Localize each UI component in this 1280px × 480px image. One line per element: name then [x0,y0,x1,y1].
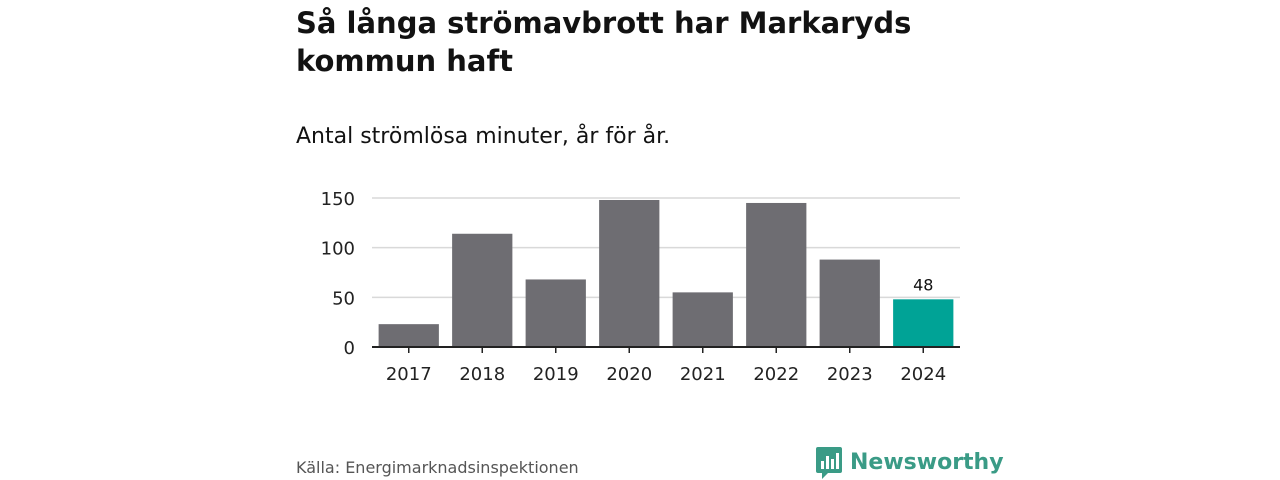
bar [599,199,660,347]
x-tick-label: 2023 [827,364,873,385]
newsworthy-logo-icon [816,447,842,479]
x-tick-label: 2018 [459,364,505,385]
data-label: 48 [913,275,933,294]
chart-title: Så långa strömavbrott har Markaryds komm… [296,6,912,78]
bar [819,259,880,347]
chart-subtitle: Antal strömlösa minuter, år för år. [296,124,671,149]
x-tick-label: 2024 [900,364,946,385]
x-tick-label: 2017 [386,364,432,385]
bar [452,233,513,347]
y-tick-label: 50 [332,288,355,309]
brand-name: Newsworthy [850,450,1004,475]
bar-chart: 0 50 100 150 2017 2018 2019 2020 2021 2022 2023 202… [321,189,960,385]
brand-logo: Newsworthy [814,446,1004,480]
y-tick-label: 100 [321,239,355,260]
x-tick-label: 2022 [753,364,799,385]
bar [672,292,733,347]
x-tick-label: 2021 [680,364,726,385]
bar [893,299,954,347]
bar [746,202,807,347]
x-tick-label: 2019 [533,364,579,385]
bar [525,279,586,347]
bar [378,324,439,347]
source-note: Källa: Energimarknadsinspektionen [296,458,579,477]
x-tick-label: 2020 [606,364,652,385]
y-tick-label: 150 [321,189,355,210]
y-tick-label: 0 [344,338,355,359]
